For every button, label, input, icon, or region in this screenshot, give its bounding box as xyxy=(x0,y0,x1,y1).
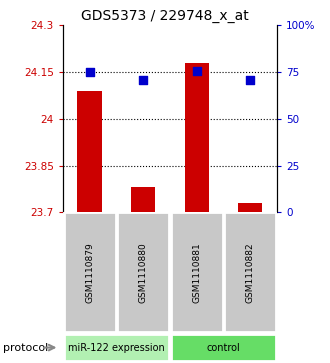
Text: miR-122 expression: miR-122 expression xyxy=(68,343,165,352)
Text: GDS5373 / 229748_x_at: GDS5373 / 229748_x_at xyxy=(81,9,249,23)
Text: protocol: protocol xyxy=(3,343,49,352)
Text: GSM1110881: GSM1110881 xyxy=(192,242,201,303)
Bar xyxy=(63,212,116,332)
Point xyxy=(248,77,253,82)
Bar xyxy=(224,212,277,332)
Point xyxy=(87,69,92,75)
Point xyxy=(194,68,199,74)
Text: control: control xyxy=(207,343,241,352)
Bar xyxy=(185,63,209,212)
Text: GSM1110880: GSM1110880 xyxy=(139,242,148,303)
Bar xyxy=(63,334,169,362)
Text: GSM1110882: GSM1110882 xyxy=(246,242,255,303)
Bar xyxy=(171,334,277,362)
Text: GSM1110879: GSM1110879 xyxy=(85,242,94,303)
Point xyxy=(141,77,146,82)
Bar xyxy=(131,187,155,212)
Bar xyxy=(171,212,223,332)
Bar xyxy=(238,203,262,212)
Bar xyxy=(117,212,169,332)
Bar xyxy=(78,91,102,212)
